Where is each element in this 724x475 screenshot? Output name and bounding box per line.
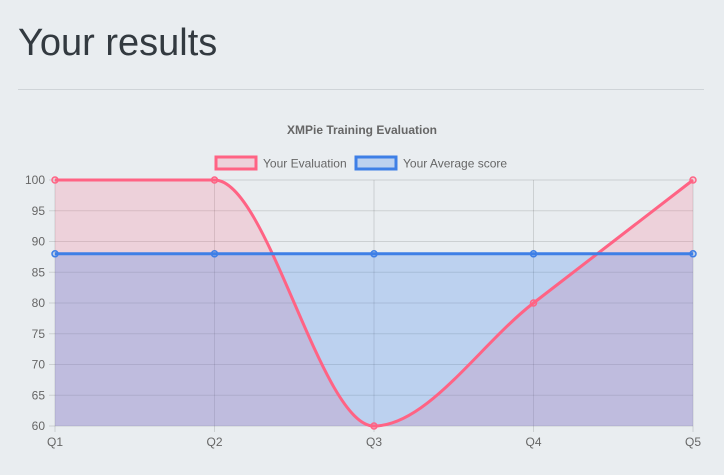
- legend-label-your-average-score: Your Average score: [403, 157, 507, 171]
- data-point-your-average-score-q2[interactable]: [210, 250, 219, 258]
- data-point-your-average-score-q1[interactable]: [51, 250, 59, 258]
- data-point-your-evaluation-q1[interactable]: [51, 176, 59, 184]
- legend-item-your-evaluation[interactable]: Your Evaluation: [214, 155, 347, 171]
- data-point-your-evaluation-q3[interactable]: [370, 422, 378, 430]
- legend-label-your-evaluation: Your Evaluation: [263, 157, 347, 171]
- series-line-your-evaluation: [55, 178, 694, 428]
- chart-legend: Your Evaluation Your Average score: [214, 155, 507, 171]
- data-point-your-evaluation-q5[interactable]: [689, 176, 697, 184]
- data-point-your-average-score-q3[interactable]: [370, 250, 378, 258]
- x-tick-label: Q5: [685, 435, 701, 449]
- y-axis-ticks: 100 95 90 85 80 75 70 65 60: [25, 173, 45, 433]
- legend-swatch-your-average-score: [354, 155, 398, 171]
- x-tick-label: Q2: [206, 435, 222, 449]
- legend-item-your-average-score[interactable]: Your Average score: [354, 155, 507, 171]
- page-title: Your results: [18, 22, 218, 64]
- y-tick-label: 100: [25, 173, 45, 187]
- series-points: [51, 176, 697, 430]
- y-tick-label: 80: [32, 296, 46, 310]
- chart-title: XMPie Training Evaluation: [287, 123, 437, 137]
- data-point-your-evaluation-q2[interactable]: [210, 176, 219, 184]
- x-tick-label: Q4: [525, 435, 541, 449]
- y-tick-label: 70: [32, 358, 46, 372]
- data-point-your-evaluation-q4[interactable]: [529, 299, 538, 307]
- x-tick-label: Q3: [366, 435, 382, 449]
- y-tick-label: 90: [32, 235, 46, 249]
- data-point-your-average-score-q5[interactable]: [689, 250, 697, 258]
- y-tick-label: 95: [32, 204, 46, 218]
- legend-swatch-your-evaluation: [214, 155, 258, 171]
- y-tick-label: 60: [32, 419, 46, 433]
- evaluation-chart: XMPie Training Evaluation Your Evaluatio…: [25, 123, 701, 449]
- series-fill-your-evaluation: [55, 180, 693, 426]
- x-tick-label: Q1: [47, 435, 63, 449]
- y-tick-label: 65: [32, 388, 46, 402]
- series-fill-your-average-score: [55, 253, 693, 426]
- chart-container: XMPie Training Evaluation Your Evaluatio…: [0, 110, 724, 475]
- title-divider: [18, 89, 704, 90]
- y-tick-label: 85: [32, 265, 46, 279]
- y-tick-label: 75: [32, 327, 46, 341]
- data-point-your-average-score-q4[interactable]: [529, 250, 538, 258]
- series-fills: [55, 180, 693, 426]
- series-lines: [55, 178, 694, 428]
- x-axis-ticks: Q1 Q2 Q3 Q4 Q5: [47, 435, 701, 449]
